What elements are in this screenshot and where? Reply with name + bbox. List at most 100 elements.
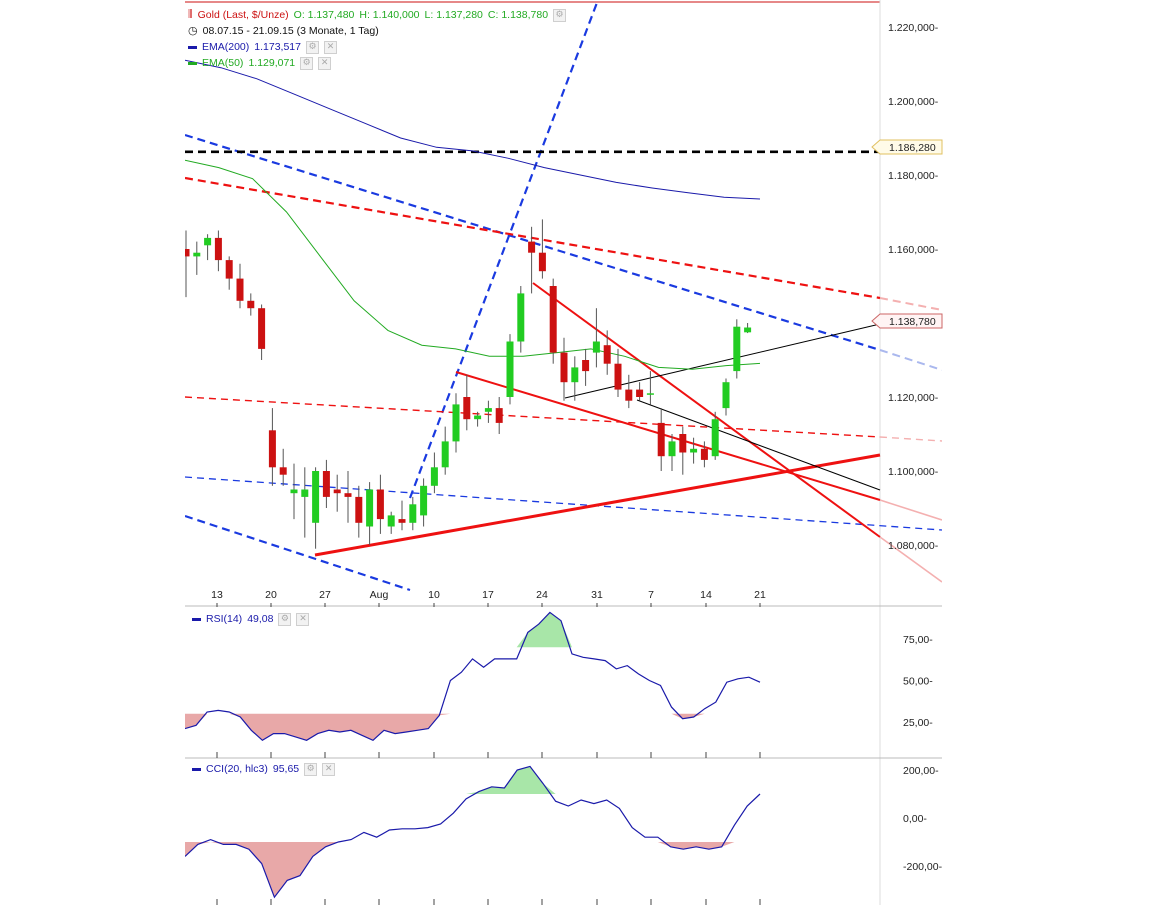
price-axis: 1.220,000- 1.200,000- 1.180,000- 1.160,000-… [888,22,939,552]
ema50-label[interactable]: EMA(50) [202,57,244,69]
bottom-ticks [216,752,761,905]
cci-value: 95,65 [272,763,300,775]
candle [344,471,352,523]
candle-body-down [258,308,266,349]
candle [333,474,341,512]
candle [387,511,395,534]
trendline-red-falling-a[interactable] [455,371,881,501]
x-tick-label: 14 [700,589,712,601]
x-tick-label: 13 [211,589,223,601]
price-marker-level-text: 1.186,280 [889,142,936,154]
candle-body-up [312,471,320,523]
candle [679,426,687,475]
rsi-swatch [192,617,201,621]
ema200-label[interactable]: EMA(200) [202,41,250,53]
x-tick-label: 24 [536,589,548,601]
clock-icon: ◷ [188,25,198,37]
candle [204,234,212,261]
candle [744,323,752,334]
settings-icon[interactable]: ⚙ [300,56,314,70]
candle [722,378,730,416]
date-range[interactable]: 08.07.15 - 21.09.15 (3 Monate, 1 Tag) [202,25,379,37]
price-marker-level: 1.186,280 [871,139,943,155]
settings-icon[interactable]: ⚙ [278,612,292,626]
trendline-blue-middle[interactable] [185,476,942,531]
ema200-value: 1.173,517 [254,41,301,53]
price-tick-label: 1.120,000- [888,392,939,404]
candle [549,278,557,364]
candle [657,408,665,471]
ohlc-open: O: 1.137,480 [293,9,355,21]
close-icon[interactable]: ✕ [318,56,332,70]
candle-body-down [322,471,330,497]
candle [430,452,438,494]
rsi-tick-label: 50,00- [903,676,933,688]
trendline-blue-rising[interactable] [408,0,600,499]
settings-icon[interactable]: ⚙ [305,40,319,54]
candle-body-up [441,441,449,468]
candle-body-down [657,422,665,457]
cci-swatch [192,767,201,771]
settings-icon[interactable]: ⚙ [553,8,567,22]
rsi-pane [185,611,761,742]
cci-pane [185,765,761,899]
trendline-red-falling-b[interactable] [532,282,881,538]
trendline-blue-upper-ext [879,349,942,371]
candle-body-up [420,485,428,516]
rsi-legend: RSI(14) 49,08 ⚙ ✕ [192,611,310,627]
x-tick-label: 21 [754,589,766,601]
trendlines [185,0,942,592]
candle-body-down [268,430,276,468]
trendline-red-support[interactable] [314,453,881,557]
trendline-blue-lower[interactable] [185,514,411,592]
trendline-red-upper[interactable] [185,176,881,300]
candle-body-down [700,448,708,460]
candle [441,426,449,475]
trendline-red-falling-a-ext [879,499,942,521]
close-icon[interactable]: ✕ [296,612,310,626]
candle [355,485,363,538]
candle-body-up [430,467,438,486]
candle-body-down [398,519,406,523]
trendline-black-falling[interactable] [636,399,881,491]
candle-body-down [603,345,611,364]
candle [463,374,471,431]
close-icon[interactable]: ✕ [323,40,337,54]
x-tick-label: 31 [591,589,603,601]
candle-body-up [711,419,719,457]
close-icon[interactable]: ✕ [322,762,336,776]
candle-body-up [474,415,482,420]
x-tick-label: 7 [648,589,654,601]
candle-body-down [185,249,190,257]
candle-body-down [247,300,255,309]
candlestick-icon: ⫼ [188,9,193,20]
trendline-red-falling-b-ext [879,536,942,583]
trendline-blue-upper[interactable] [185,133,881,352]
candle [528,226,536,294]
price-tick-label: 1.160,000- [888,244,939,256]
candle-body-down [538,252,546,272]
candle-body-down [582,360,590,372]
candle-body-up [409,504,417,523]
ema200-swatch [188,45,197,49]
candle-body-down [214,237,222,261]
trendline-red-middle[interactable] [185,396,881,438]
candle [625,374,633,409]
candle [322,459,330,508]
time-axis: 13 20 27 Aug 10 17 24 31 7 14 21 [211,589,766,607]
instrument-name[interactable]: Gold (Last, $/Unze) [197,9,289,21]
candle [711,411,719,460]
cci-label[interactable]: CCI(20, hlc3) [206,763,268,775]
candle [495,397,503,434]
candle-body-down [679,434,687,453]
settings-icon[interactable]: ⚙ [304,762,318,776]
rsi-label[interactable]: RSI(14) [206,613,243,625]
candle [214,230,222,272]
candle-body-up [484,408,492,412]
ema200-line [185,59,761,200]
candle [517,286,525,353]
candle [247,293,255,316]
candle [290,463,298,520]
rsi-oversold-fill [185,713,760,741]
